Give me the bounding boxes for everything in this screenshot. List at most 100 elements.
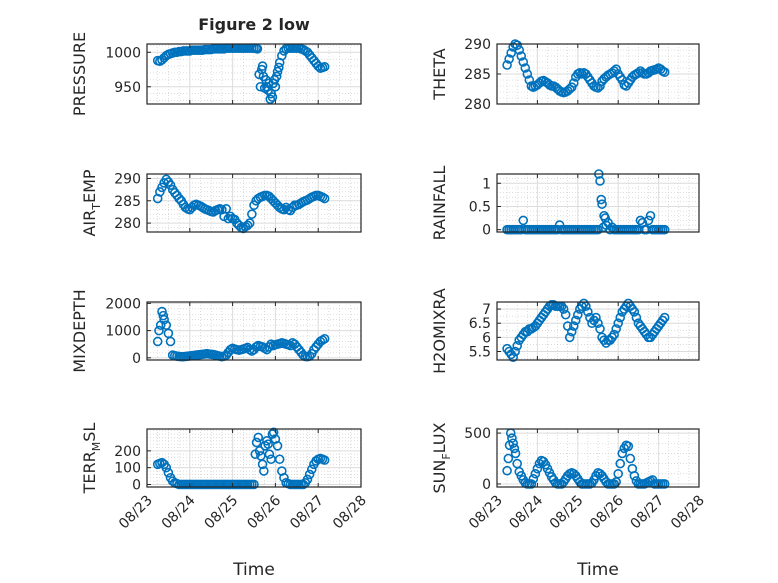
data-point — [512, 458, 523, 469]
data-point — [512, 40, 523, 51]
data-point — [304, 469, 315, 480]
data-point — [659, 312, 670, 323]
axes-box — [146, 173, 362, 233]
data-point — [158, 310, 169, 321]
data-point — [564, 332, 575, 343]
data-point — [255, 81, 266, 92]
data-point — [163, 467, 174, 478]
data-point — [570, 315, 581, 326]
data-point — [264, 342, 274, 352]
data-point — [157, 182, 167, 193]
y-tick-label: 0 — [132, 351, 141, 367]
data-point — [154, 325, 164, 336]
data-point — [165, 180, 176, 190]
data-point — [591, 312, 601, 323]
y-axis-label-main: PRESSURE — [70, 32, 89, 116]
y-tick-label: 1000 — [105, 45, 141, 61]
y-tick-label: 280 — [464, 97, 491, 113]
y-axis-label: THETA — [430, 48, 449, 100]
data-point — [566, 326, 577, 337]
data-point — [257, 459, 268, 470]
data-point — [518, 57, 529, 67]
data-point — [659, 224, 670, 235]
data-point — [510, 448, 521, 459]
y-axis-label-main: RAINFALL — [430, 166, 449, 241]
x-axis-label: Time — [232, 560, 275, 580]
y-axis-label: PRESSURE — [70, 32, 89, 116]
data-point — [319, 61, 330, 72]
data-point — [221, 204, 231, 214]
data-point — [532, 463, 543, 474]
y-axis-label-main: MIXDEPTH — [70, 289, 89, 372]
data-point — [530, 468, 541, 479]
data-point — [504, 54, 514, 64]
data-point — [274, 62, 284, 73]
y-axis-label-suffix: EMP — [80, 169, 99, 203]
x-tick-label: 08/23 — [116, 493, 156, 533]
y-axis-label: SUNFLUX — [430, 422, 453, 493]
data-point — [659, 479, 670, 489]
data-point — [247, 209, 257, 219]
data-point — [266, 454, 276, 465]
y-tick-label: 950 — [114, 80, 141, 96]
y-tick-label: 6.5 — [469, 316, 491, 332]
data-point — [623, 441, 634, 452]
x-tick-label: 08/27 — [628, 493, 668, 533]
data-point — [613, 468, 624, 479]
data-point — [253, 432, 264, 443]
data-point — [510, 346, 520, 357]
x-tick-label: 08/25 — [547, 493, 587, 533]
y-tick-label: 0 — [482, 477, 491, 493]
data-point — [268, 427, 279, 438]
y-axis-label: RAINFALL — [430, 166, 449, 241]
data-point — [313, 61, 324, 71]
data-point — [259, 466, 269, 476]
data-point — [516, 51, 527, 61]
data-point — [285, 340, 296, 351]
subplot-air_temp: 280 285 290 AIRTEMP — [80, 169, 362, 237]
x-tick-label: 08/28 — [330, 493, 370, 533]
y-tick-label: 290 — [114, 171, 141, 187]
data-point — [152, 336, 163, 347]
subplot-mixdepth: 0 1000 2000 MIXDEPTH — [70, 289, 362, 373]
data-point — [518, 215, 529, 226]
data-point — [512, 341, 523, 351]
y-tick-label: 1 — [482, 176, 491, 192]
data-point — [514, 45, 525, 55]
data-point — [572, 309, 583, 320]
y-axis-label-subscript: F — [440, 453, 453, 459]
data-point — [643, 215, 654, 226]
data-point — [244, 218, 255, 228]
data-point — [508, 438, 518, 449]
data-point — [609, 329, 619, 340]
data-point — [502, 465, 512, 476]
subplot-theta: 280 285 290 THETA — [430, 37, 700, 113]
data-point — [249, 479, 259, 490]
data-point — [595, 324, 605, 334]
y-tick-label: 6 — [482, 330, 491, 346]
data-point — [568, 78, 579, 88]
y-tick-label: 500 — [464, 426, 491, 442]
x-tick-label: 08/24 — [159, 492, 199, 532]
data-point — [272, 66, 283, 77]
data-point — [625, 453, 636, 464]
data-point — [272, 441, 283, 451]
data-point — [631, 312, 642, 323]
y-axis-label-subscript: M — [90, 442, 103, 452]
y-tick-label: 290 — [464, 37, 491, 53]
data-point — [270, 81, 281, 92]
data-point — [506, 48, 516, 58]
y-axis-label-main: THETA — [430, 48, 449, 100]
data-point — [629, 471, 640, 481]
chart-title: Figure 2 low — [198, 15, 310, 34]
data-point — [597, 199, 607, 209]
x-tick-label: 08/27 — [287, 493, 327, 533]
y-axis-label-main: SUN — [430, 460, 449, 494]
y-axis-label: AIRTEMP — [80, 169, 103, 236]
data-point — [502, 60, 512, 70]
y-tick-label: 2000 — [105, 296, 141, 312]
y-tick-label: 0.5 — [469, 199, 491, 215]
x-tick-label: 08/24 — [506, 492, 546, 532]
data-point — [277, 50, 287, 61]
